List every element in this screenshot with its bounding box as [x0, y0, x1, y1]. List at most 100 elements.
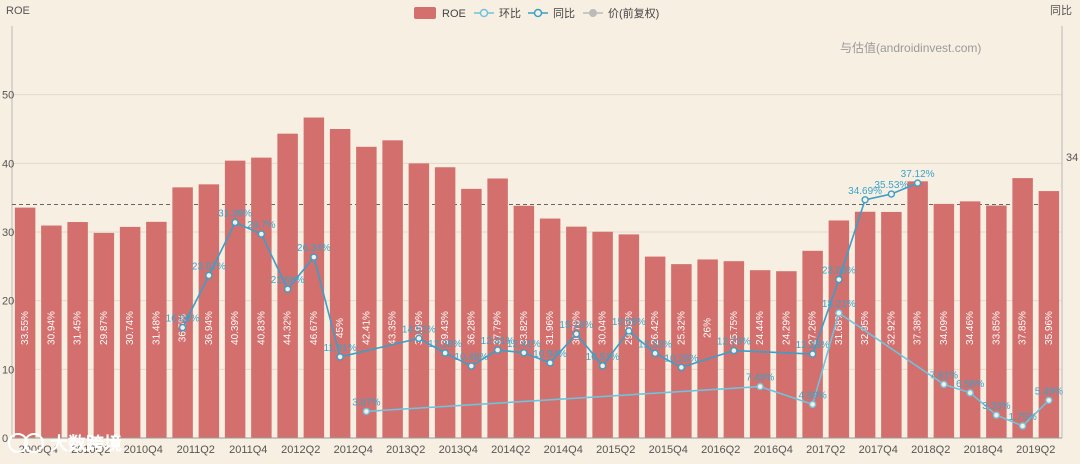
roe-bar: [329, 129, 351, 438]
x-tick-label: 2011Q2: [177, 444, 215, 456]
legend-roe-swatch[interactable]: [414, 7, 436, 19]
roe-bar-label: 31.96%: [545, 311, 556, 345]
roe-bar-label: 39.99%: [414, 311, 425, 345]
roe-bar: [749, 270, 771, 438]
huanbi-point: [835, 309, 843, 317]
huanbi-point: [966, 389, 974, 397]
roe-bar-label: 25.75%: [729, 311, 740, 345]
x-tick-label: 2013Q2: [386, 444, 425, 456]
tongbi-data-label: 31.39%: [218, 208, 252, 219]
y-tick-label: 0: [2, 433, 8, 445]
roe-bar-label: 46.67%: [309, 311, 320, 345]
tongbi-point: [887, 190, 896, 198]
roe-bar-label: 37.85%: [1018, 311, 1029, 345]
legend-price-label[interactable]: 价(前复权): [608, 6, 659, 20]
x-tick-label: 2010Q2: [71, 444, 110, 456]
x-tick-label: 2012Q2: [281, 444, 320, 456]
left-axis-label: ROE: [6, 5, 30, 17]
roe-bar: [854, 211, 876, 438]
roe-bar-label: 25.32%: [676, 311, 687, 345]
roe-bar-label: 24.44%: [755, 311, 766, 345]
roe-bar-label: 30.04%: [598, 311, 609, 345]
legend-huanbi-icon[interactable]: [474, 8, 494, 18]
x-tick-label: 2016Q4: [754, 444, 793, 456]
huanbi-point: [940, 380, 948, 389]
roe-bar: [251, 157, 272, 438]
roe-bar: [697, 259, 718, 438]
roe-bar: [513, 205, 535, 438]
tongbi-data-label: 23.67%: [192, 261, 226, 272]
roe-bar-label: 32.95%: [860, 311, 871, 345]
tongbi-data-label: 16.08%: [166, 314, 200, 325]
legend-tongbi-icon[interactable]: [528, 8, 548, 18]
legend: ROE 环比 同比 价(前复权): [414, 6, 659, 20]
y-tick-label: 50: [2, 90, 14, 102]
roe-bar: [356, 146, 377, 438]
legend-price-icon[interactable]: [583, 9, 603, 17]
tongbi-point: [572, 330, 581, 338]
tongbi-data-label: 10.51%: [586, 352, 620, 363]
roe-bar: [828, 220, 850, 438]
x-tick-label: 2017Q2: [806, 444, 845, 456]
x-tick-label: 2018Q4: [964, 444, 1003, 456]
roe-bar: [224, 160, 246, 438]
x-tick-label: 2011Q4: [229, 444, 267, 456]
tongbi-point: [205, 271, 213, 280]
legend-roe-label[interactable]: ROE: [442, 8, 466, 20]
roe-bar: [93, 232, 115, 438]
legend-tongbi-label[interactable]: 同比: [553, 7, 575, 20]
roe-bar-label: 31.45%: [73, 311, 84, 345]
huanbi-data-label: 6.58%: [956, 379, 984, 390]
roe-bar-label: 30.78%: [571, 311, 582, 345]
roe-bar: [802, 250, 823, 438]
tongbi-point: [231, 218, 239, 227]
roe-bar-label: 40.83%: [256, 311, 267, 345]
tongbi-data-label: 10.48%: [454, 352, 488, 363]
roe-bar: [487, 178, 508, 438]
tongbi-point: [625, 327, 633, 335]
tongbi-data-label: 34.69%: [848, 186, 882, 197]
roe-bar-label: 37.79%: [493, 311, 504, 345]
tongbi-point: [493, 346, 502, 354]
roe-bar-label: 43.35%: [388, 311, 399, 345]
roe-bar-label: 30.94%: [46, 311, 57, 345]
roe-bar: [146, 221, 167, 438]
roe-bar: [67, 222, 88, 438]
reference-label: 34: [1066, 152, 1078, 164]
tongbi-data-label: 23.08%: [822, 266, 856, 277]
tongbi-point: [808, 350, 817, 358]
roe-bar: [198, 184, 220, 438]
tongbi-data-label: 14.51%: [402, 324, 436, 335]
roe-bar: [303, 117, 325, 439]
tongbi-data-label: 10.94%: [533, 349, 567, 360]
tongbi-line: [181, 182, 918, 369]
tongbi-point: [651, 349, 659, 358]
roe-bar-label: 37.38%: [913, 311, 924, 345]
x-tick-label: 2010Q4: [124, 444, 163, 456]
roe-bar: [14, 207, 36, 438]
roe-bar: [959, 201, 981, 438]
tongbi-data-label: 35.53%: [874, 180, 908, 191]
x-tick-label: 2014Q4: [544, 444, 583, 456]
tongbi-data-label: 12.41%: [507, 339, 541, 350]
brand-logo: 大数跨境: [8, 433, 122, 454]
legend-huanbi-label[interactable]: 环比: [499, 7, 521, 20]
y-tick-label: 40: [2, 158, 14, 170]
x-tick-label: 2016Q2: [701, 444, 740, 456]
tongbi-point: [415, 334, 423, 343]
tongbi-data-label: 15.16%: [559, 320, 593, 331]
tongbi-point: [467, 362, 476, 370]
huanbi-data-label: 3.33%: [982, 401, 1010, 412]
roe-bar-label: 34.09%: [939, 311, 950, 345]
tongbi-data-label: 10.28%: [664, 353, 698, 364]
roe-bar-label: 27.26%: [808, 311, 819, 345]
x-axis-ticks: 2009Q4 2010Q2 2010Q4 2011Q2 2011Q4 2012Q2 2012…: [12, 437, 1062, 456]
huanbi-data-label: 3.87%: [352, 397, 380, 408]
roe-bar: [539, 218, 561, 438]
tongbi-data-label: 12.81%: [481, 336, 515, 347]
y-axis-ticks: 0 10 20 30 40 50: [2, 90, 14, 445]
huanbi-data-label: 5.49%: [1035, 386, 1063, 397]
tongbi-point: [835, 275, 843, 284]
x-tick-label: 2014Q2: [491, 444, 530, 456]
x-tick-label: 2012Q4: [334, 444, 373, 456]
